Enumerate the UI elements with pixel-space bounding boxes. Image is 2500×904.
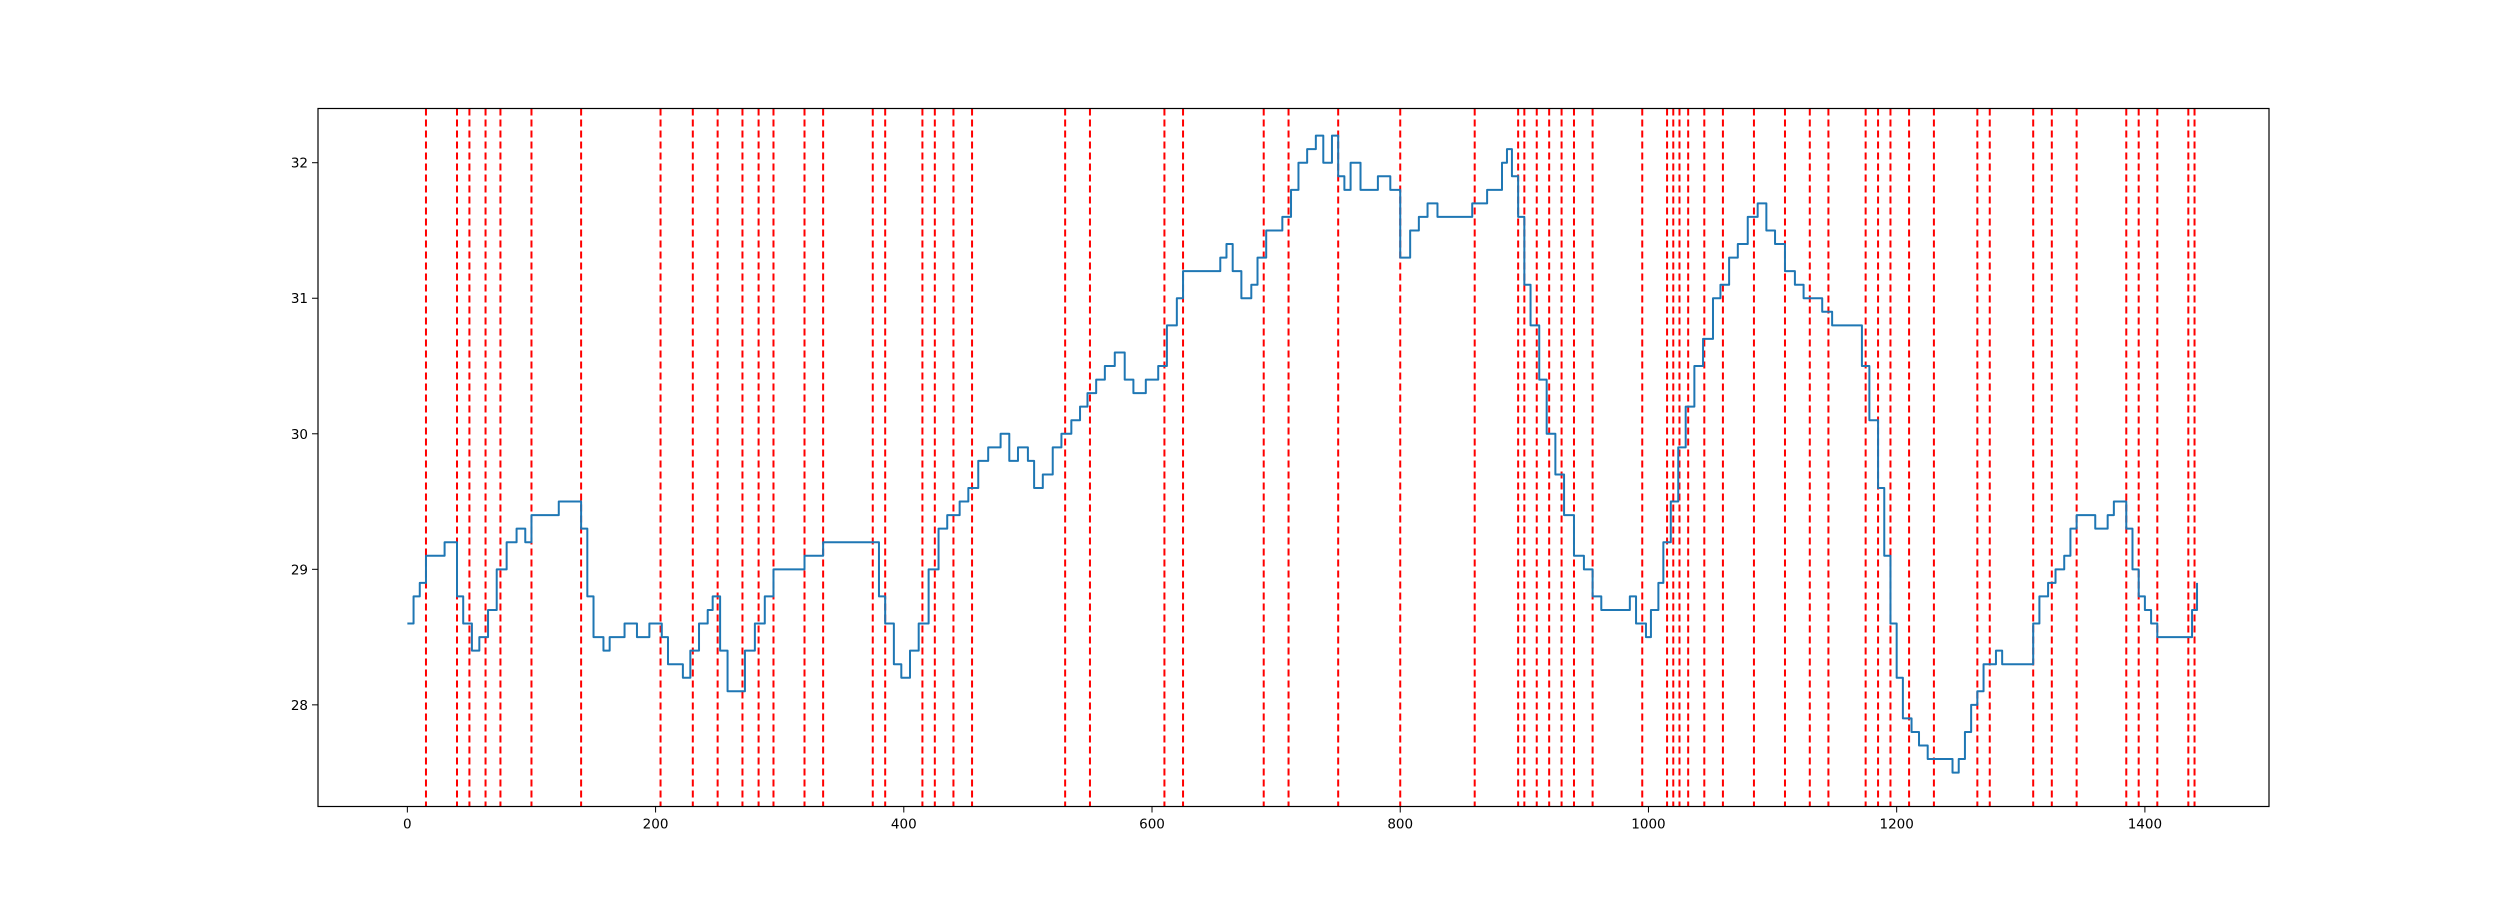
- vertical-markers: [424, 108, 2196, 807]
- plot-frame: [317, 107, 2270, 808]
- x-tick-label-200: 200: [643, 817, 669, 833]
- x-tick-label-400: 400: [891, 817, 917, 833]
- y-tick-label-32: 32: [291, 156, 308, 172]
- x-tick-label-1400: 1400: [2128, 817, 2162, 833]
- series-line-0: [407, 134, 2199, 774]
- x-axis: 0 200 400 600 800 1000 1200 1400: [403, 806, 2162, 833]
- series-layer: [407, 134, 2199, 774]
- y-axis: 28 29 30 31 32: [291, 156, 318, 714]
- y-tick-label-29: 29: [291, 562, 308, 578]
- y-tick-label-28: 28: [291, 698, 308, 714]
- x-tick-label-1000: 1000: [1631, 817, 1665, 833]
- y-tick-label-30: 30: [291, 427, 308, 443]
- x-tick-label-0: 0: [403, 817, 412, 833]
- x-tick-label-800: 800: [1387, 817, 1413, 833]
- x-tick-label-1200: 1200: [1879, 817, 1913, 833]
- y-tick-label-31: 31: [291, 291, 308, 307]
- x-tick-label-600: 600: [1139, 817, 1165, 833]
